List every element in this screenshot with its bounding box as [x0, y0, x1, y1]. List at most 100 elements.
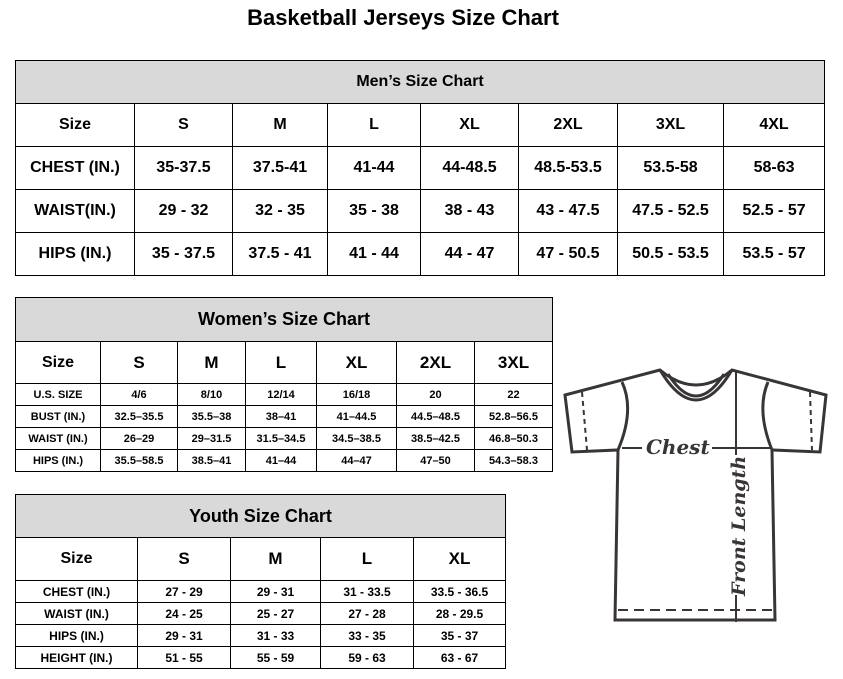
- measurement-cell: 38.5–42.5: [396, 427, 475, 450]
- size-header: 2XL: [396, 341, 475, 384]
- row-label: BUST (IN.): [15, 405, 101, 428]
- size-header: L: [327, 103, 421, 147]
- size-header: S: [100, 341, 178, 384]
- measurement-cell: 27 - 29: [137, 580, 231, 603]
- size-header: S: [134, 103, 233, 147]
- row-label: CHEST (IN.): [15, 580, 138, 603]
- measurement-cell: 12/14: [245, 383, 317, 406]
- table-row: HIPS (IN.) 35.5–58.5 38.5–41 41–44 44–47 47–5…: [15, 449, 554, 472]
- measurement-cell: 24 - 25: [137, 602, 231, 625]
- table-row: CHEST (IN.) 27 - 29 29 - 31 31 - 33.5 33.5 -…: [15, 580, 507, 603]
- measurement-cell: 51 - 55: [137, 646, 231, 669]
- tshirt-outline-icon: [563, 368, 828, 622]
- size-header: S: [137, 537, 231, 581]
- measurement-cell: 32.5–35.5: [100, 405, 178, 428]
- measurement-cell: 41 - 44: [327, 232, 421, 276]
- measurement-cell: 26–29: [100, 427, 178, 450]
- mens-table-title: Men’s Size Chart: [14, 60, 826, 104]
- measurement-cell: 55 - 59: [230, 646, 321, 669]
- size-header: 4XL: [722, 103, 826, 147]
- measurement-cell: 35-37.5: [134, 146, 233, 190]
- measurement-cell: 50.5 - 53.5: [617, 232, 724, 276]
- measurement-cell: 29 - 31: [137, 624, 231, 647]
- measurement-cell: 58-63: [722, 146, 826, 190]
- measurement-cell: 4/6: [100, 383, 178, 406]
- measurement-cell: 47 - 50.5: [518, 232, 618, 276]
- size-header: L: [245, 341, 317, 384]
- row-label: HIPS (IN.): [15, 232, 135, 276]
- size-column-label: Size: [15, 537, 138, 581]
- row-label: WAIST(IN.): [15, 189, 135, 233]
- measurement-cell: 35.5–58.5: [100, 449, 178, 472]
- size-header: 3XL: [473, 341, 554, 384]
- chest-label: Chest: [646, 435, 710, 459]
- table-row: BUST (IN.) 32.5–35.5 35.5–38 38–41 41–44.5 44…: [15, 405, 554, 428]
- table-row: HIPS (IN.) 35 - 37.5 37.5 - 41 41 - 44 44 - …: [15, 232, 826, 276]
- measurement-cell: 35.5–38: [177, 405, 246, 428]
- measurement-cell: 31 - 33.5: [320, 580, 414, 603]
- measurement-cell: 29–31.5: [177, 427, 246, 450]
- row-label: WAIST (IN.): [15, 427, 101, 450]
- measurement-cell: 20: [396, 383, 475, 406]
- front-length-label: Front Length: [728, 456, 750, 597]
- row-label: WAIST (IN.): [15, 602, 138, 625]
- measurement-cell: 44 - 47: [420, 232, 519, 276]
- table-row: CHEST (IN.) 35-37.5 37.5-41 41-44 44-48.5 48.…: [15, 146, 826, 190]
- measurement-cell: 43 - 47.5: [518, 189, 618, 233]
- measurement-cell: 27 - 28: [320, 602, 414, 625]
- page-title: Basketball Jerseys Size Chart: [247, 5, 559, 30]
- measurement-cell: 38–41: [245, 405, 317, 428]
- measurement-cell: 35 - 37.5: [134, 232, 233, 276]
- measurement-cell: 48.5-53.5: [518, 146, 618, 190]
- size-header: XL: [316, 341, 397, 384]
- measurement-cell: 52.5 - 57: [722, 189, 826, 233]
- measurement-cell: 41-44: [327, 146, 421, 190]
- measurement-cell: 44.5–48.5: [396, 405, 475, 428]
- measurement-cell: 38.5–41: [177, 449, 246, 472]
- row-label: HEIGHT (IN.): [15, 646, 138, 669]
- youth-table-title: Youth Size Chart: [14, 494, 507, 538]
- youth-size-table: Youth Size Chart Size S M L XL CHEST (IN.) 27 …: [14, 494, 507, 669]
- measurement-cell: 33.5 - 36.5: [412, 580, 507, 603]
- measurement-cell: 52.8–56.5: [473, 405, 554, 428]
- size-header: 2XL: [518, 103, 618, 147]
- measurement-cell: 8/10: [177, 383, 246, 406]
- measurement-cell: 28 - 29.5: [412, 602, 507, 625]
- measurement-cell: 46.8–50.3: [473, 427, 554, 450]
- measurement-cell: 22: [473, 383, 554, 406]
- table-row: WAIST (IN.) 24 - 25 25 - 27 27 - 28 28 - 29.…: [15, 602, 507, 625]
- mens-size-table: Men’s Size Chart Size S M L XL 2XL 3XL 4XL CHEST…: [14, 60, 826, 276]
- measurement-cell: 37.5-41: [232, 146, 328, 190]
- measurement-cell: 31 - 33: [230, 624, 321, 647]
- row-label: HIPS (IN.): [15, 624, 138, 647]
- measurement-cell: 33 - 35: [320, 624, 414, 647]
- measurement-cell: 54.3–58.3: [473, 449, 554, 472]
- measurement-cell: 47.5 - 52.5: [617, 189, 724, 233]
- size-header: M: [232, 103, 328, 147]
- measurement-cell: 53.5-58: [617, 146, 724, 190]
- measurement-cell: 59 - 63: [320, 646, 414, 669]
- measurement-cell: 44-48.5: [420, 146, 519, 190]
- size-column-label: Size: [15, 341, 101, 384]
- table-row: HEIGHT (IN.) 51 - 55 55 - 59 59 - 63 63 - 67: [15, 646, 507, 669]
- measurement-cell: 16/18: [316, 383, 397, 406]
- measurement-cell: 63 - 67: [412, 646, 507, 669]
- measurement-cell: 37.5 - 41: [232, 232, 328, 276]
- row-label: CHEST (IN.): [15, 146, 135, 190]
- measurement-cell: 44–47: [316, 449, 397, 472]
- size-header: 3XL: [617, 103, 724, 147]
- measurement-cell: 38 - 43: [420, 189, 519, 233]
- table-row: WAIST (IN.) 26–29 29–31.5 31.5–34.5 34.5–38.…: [15, 427, 554, 450]
- table-row: HIPS (IN.) 29 - 31 31 - 33 33 - 35 35 - 37: [15, 624, 507, 647]
- row-label: U.S. SIZE: [15, 383, 101, 406]
- measurement-cell: 41–44.5: [316, 405, 397, 428]
- measurement-cell: 31.5–34.5: [245, 427, 317, 450]
- measurement-cell: 41–44: [245, 449, 317, 472]
- measurement-cell: 29 - 32: [134, 189, 233, 233]
- measurement-cell: 25 - 27: [230, 602, 321, 625]
- row-label: HIPS (IN.): [15, 449, 101, 472]
- womens-table-title: Women’s Size Chart: [14, 297, 554, 342]
- womens-size-table: Women’s Size Chart Size S M L XL 2XL 3XL U.S. S…: [14, 297, 554, 472]
- measurement-cell: 34.5–38.5: [316, 427, 397, 450]
- table-row: WAIST(IN.) 29 - 32 32 - 35 35 - 38 38 - 43 43…: [15, 189, 826, 233]
